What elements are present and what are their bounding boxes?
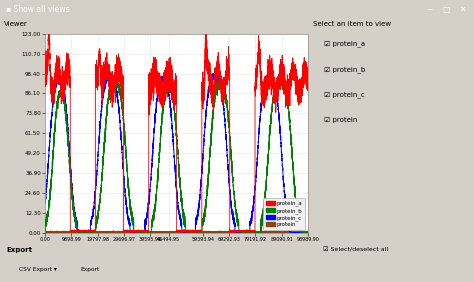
Text: ✕: ✕ <box>459 5 465 14</box>
Text: Export: Export <box>81 267 100 272</box>
Text: □: □ <box>442 5 449 14</box>
Text: ☑ protein_b: ☑ protein_b <box>324 66 365 72</box>
Text: ▪ Show all views: ▪ Show all views <box>6 5 69 14</box>
Legend: protein_a, protein_b, protein_c, protein: protein_a, protein_b, protein_c, protein <box>264 198 305 230</box>
Text: Export: Export <box>6 247 32 253</box>
Text: Select an item to view: Select an item to view <box>313 21 391 27</box>
Text: CSV Export ▾: CSV Export ▾ <box>19 267 57 272</box>
Text: ☑ protein_c: ☑ protein_c <box>324 91 365 98</box>
Text: Viewer: Viewer <box>4 21 27 27</box>
Text: ☑ protein_a: ☑ protein_a <box>324 40 365 47</box>
Text: ☑ Select/deselect all: ☑ Select/deselect all <box>323 248 388 253</box>
Text: ─: ─ <box>427 5 431 14</box>
Text: ☑ protein: ☑ protein <box>324 117 358 123</box>
